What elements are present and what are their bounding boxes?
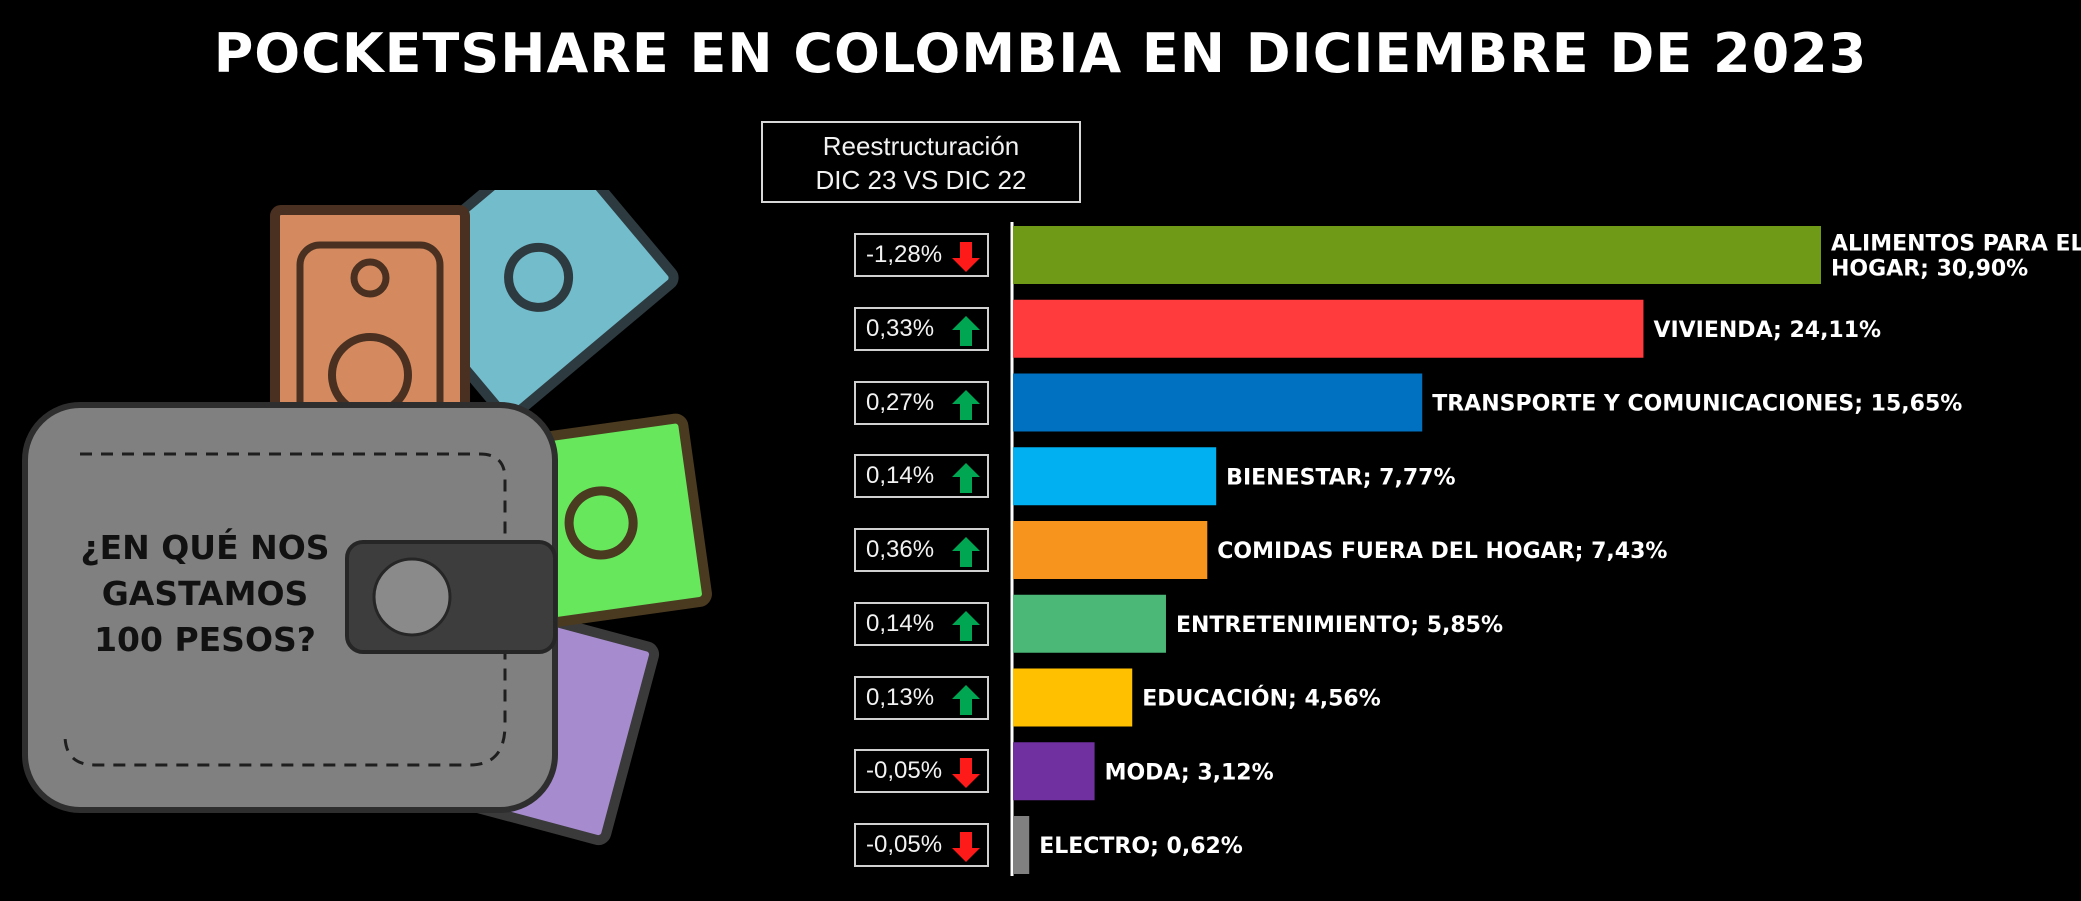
arrow-down-icon	[952, 758, 980, 789]
bar	[1013, 447, 1217, 506]
data-label: ALIMENTOS PARA EL HOGAR; 30,90%	[1831, 232, 2081, 282]
arrow-up-icon	[952, 315, 980, 346]
bar	[1013, 521, 1208, 579]
arrow-up-icon	[952, 463, 980, 494]
change-value: -1,28%	[866, 241, 943, 268]
data-label: VIVIENDA; 24,11%	[1653, 318, 1881, 343]
data-label: ELECTRO; 0,62%	[1039, 834, 1243, 859]
bar	[1013, 742, 1095, 801]
change-value: 0,27%	[866, 388, 935, 416]
data-label: TRANSPORTE Y COMUNICACIONES; 15,65%	[1432, 392, 1962, 417]
change-badge: -0,05%	[854, 823, 989, 867]
change-header-box: Reestructuración DIC 23 VS DIC 22	[761, 121, 1081, 203]
change-badge: 0,33%	[854, 306, 989, 351]
arrow-up-icon	[952, 389, 980, 420]
arrow-up-icon	[952, 610, 980, 641]
change-header-line1: Reestructuración	[822, 131, 1020, 161]
data-label: BIENESTAR; 7,77%	[1226, 465, 1455, 490]
arrow-down-icon	[952, 242, 980, 272]
chart-title: POCKETSHARE EN COLOMBIA EN DICIEMBRE DE …	[213, 22, 1868, 85]
bar	[1013, 594, 1166, 653]
data-label: ENTRETENIMIENTO; 5,85%	[1176, 613, 1503, 638]
data-label: COMIDAS FUERA DEL HOGAR; 7,43%	[1217, 539, 1667, 564]
arrow-up-icon	[952, 684, 980, 715]
bar	[1013, 299, 1644, 358]
wallet-question-line: ¿EN QUÉ NOS	[80, 528, 330, 567]
change-value: 0,13%	[866, 683, 935, 711]
bar	[1013, 226, 1821, 284]
bar	[1013, 816, 1030, 874]
change-value: 0,36%	[866, 536, 935, 563]
bar	[1013, 668, 1133, 727]
change-value: -0,05%	[866, 831, 943, 858]
change-badge: 0,13%	[854, 675, 989, 720]
change-value: 0,14%	[866, 609, 935, 637]
change-value: 0,33%	[866, 314, 935, 342]
bar	[1013, 373, 1423, 432]
change-badge: 0,27%	[854, 380, 989, 425]
change-badge: -0,05%	[854, 749, 989, 794]
banknote-orange-icon	[270, 205, 470, 465]
wallet-question-line: GASTAMOS	[101, 574, 309, 613]
arrow-up-icon	[952, 537, 980, 567]
arrow-down-icon	[952, 832, 980, 862]
change-badge: -1,28%	[854, 233, 989, 277]
wallet-question: ¿EN QUÉ NOS GASTAMOS 100 PESOS?	[55, 525, 355, 663]
data-label: MODA; 3,12%	[1105, 760, 1274, 785]
wallet-with-banknotes-icon	[22, 190, 712, 846]
change-value: -0,05%	[866, 757, 943, 785]
change-badge: 0,14%	[854, 601, 989, 646]
change-badge: 0,36%	[854, 528, 989, 572]
change-value: 0,14%	[866, 462, 935, 490]
wallet-question-line: 100 PESOS?	[94, 620, 316, 659]
data-label: EDUCACIÓN; 4,56%	[1142, 686, 1381, 712]
change-badge: 0,14%	[854, 454, 989, 499]
change-header-line2: DIC 23 VS DIC 22	[815, 165, 1027, 195]
